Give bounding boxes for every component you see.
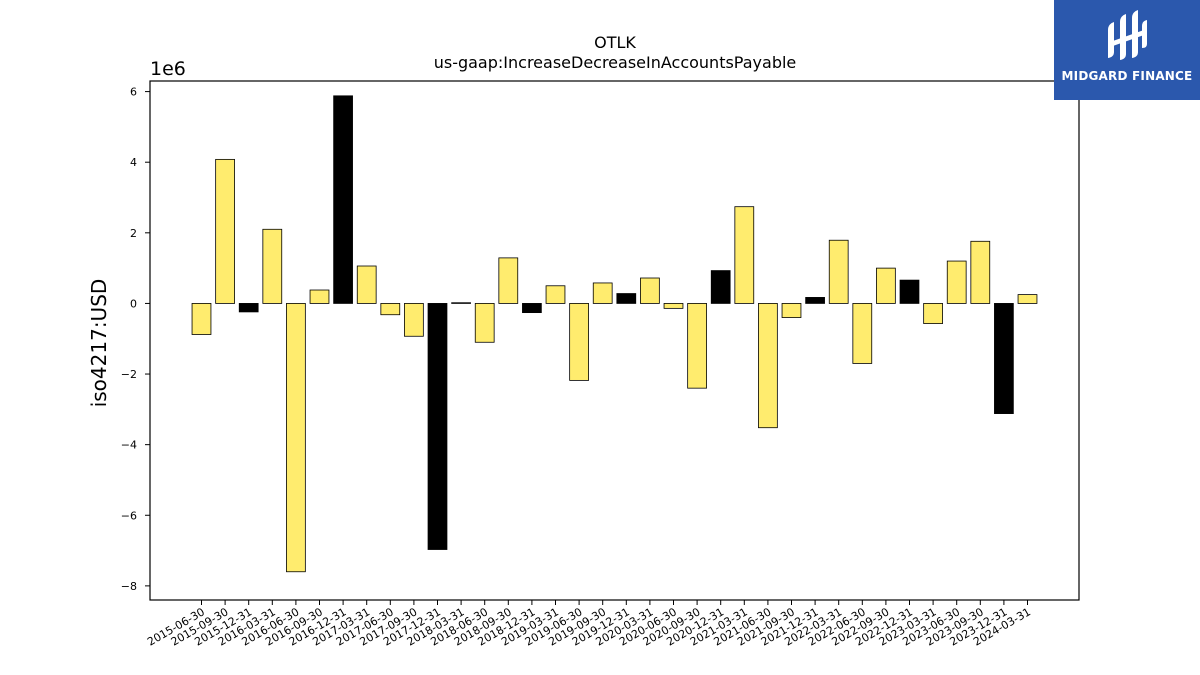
bar-2017-03-31	[356, 265, 377, 304]
y-tick-label: −6	[121, 509, 137, 522]
bar-2020-09-30	[687, 303, 707, 389]
bar-2020-03-31	[640, 277, 660, 304]
bar-2018-03-31	[451, 302, 471, 304]
y-tick-label: 2	[130, 227, 137, 240]
bar-2023-03-31	[923, 303, 943, 324]
logo-text: MIDGARD FINANCE	[1061, 69, 1193, 83]
y-tick-label: −2	[121, 368, 137, 381]
bar-2016-03-31	[262, 228, 283, 304]
bar-2015-06-30	[191, 303, 212, 335]
chart-title: OTLK	[594, 33, 636, 52]
bar-2019-09-30	[592, 282, 613, 304]
bar-2016-09-30	[309, 289, 330, 304]
y-tick-label: 4	[130, 156, 137, 169]
bar-2018-12-31	[522, 303, 542, 314]
bar-2022-06-30	[852, 303, 873, 364]
bar-2015-09-30	[215, 158, 235, 304]
bar-2021-06-30	[758, 303, 778, 429]
y-tick-label: −4	[121, 439, 137, 452]
bar-2022-12-31	[899, 279, 920, 304]
bar-2022-09-30	[876, 267, 896, 304]
bar-2016-12-31	[333, 95, 353, 304]
bars-group	[191, 95, 1038, 573]
bar-2019-03-31	[545, 285, 566, 304]
bar-2019-12-31	[616, 293, 637, 304]
bar-2021-12-31	[805, 297, 825, 304]
midgard-finance-logo: MIDGARD FINANCE	[1054, 0, 1200, 100]
y-axis-label: iso4217:USD	[87, 279, 111, 408]
bar-2019-06-30	[569, 303, 589, 381]
bar-2023-09-30	[970, 240, 991, 304]
y-tick-label: 0	[130, 297, 137, 310]
y-tick-label: −8	[121, 580, 137, 593]
bar-2023-06-30	[946, 260, 967, 304]
bar-2023-12-31	[994, 303, 1014, 414]
bar-2020-06-30	[663, 303, 684, 309]
y-ticks-group: −8 −6 −4 −2 0 2 4 6	[121, 86, 150, 593]
midgard-logo-icon	[1108, 10, 1147, 60]
bar-2016-06-30	[286, 303, 306, 573]
chart-subtitle: us-gaap:IncreaseDecreaseInAccountsPayabl…	[434, 53, 797, 72]
bar-2017-09-30	[404, 303, 424, 337]
y-tick-label: 6	[130, 86, 137, 99]
bar-2017-06-30	[380, 303, 401, 316]
plot-frame	[149, 80, 1080, 601]
bar-2022-03-31	[828, 239, 849, 304]
bar-2021-09-30	[781, 303, 802, 318]
bar-2024-03-31	[1017, 294, 1038, 304]
bar-2015-12-31	[238, 303, 259, 313]
bar-2021-03-31	[734, 206, 755, 304]
bar-2017-12-31	[427, 303, 448, 550]
y-scale-label: 1e6	[150, 58, 186, 80]
bar-2018-06-30	[474, 303, 495, 343]
x-ticks-group: 2015-06-302015-09-302015-12-312016-03-31…	[145, 600, 1033, 649]
bar-2018-09-30	[498, 257, 519, 304]
bar-2020-12-31	[710, 270, 731, 304]
